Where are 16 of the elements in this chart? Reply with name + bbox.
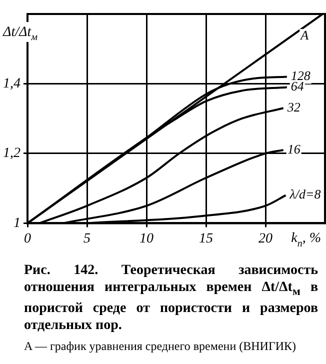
y-tick-label: 1,2 <box>3 146 20 162</box>
series-label: A <box>300 27 309 42</box>
x-tick-label: 15 <box>199 231 213 246</box>
text: A — график уравнения среднего времени (ВНИГИК) <box>24 338 298 355</box>
x-tick-label: 0 <box>24 231 31 246</box>
series-label: 16 <box>287 141 301 156</box>
series-label: λ/d=8 <box>288 186 322 202</box>
y-tick-label: 1 <box>14 216 20 231</box>
series-label: 128 <box>290 68 311 84</box>
x-tick-label: 5 <box>84 231 90 246</box>
series-label: 32 <box>286 100 301 115</box>
series-label: 64 <box>290 78 304 94</box>
x-tick-label: 20 <box>258 231 272 246</box>
text: Рис. 142. Теоретическая зависимость отношения интегральных времен Δt/Δt$_{м}$ в пористой среде от пористости и размеров отдельных пор. <box>24 262 318 334</box>
y-tick-label: 1,4 <box>3 76 20 92</box>
x-tick-label: 10 <box>140 231 154 246</box>
